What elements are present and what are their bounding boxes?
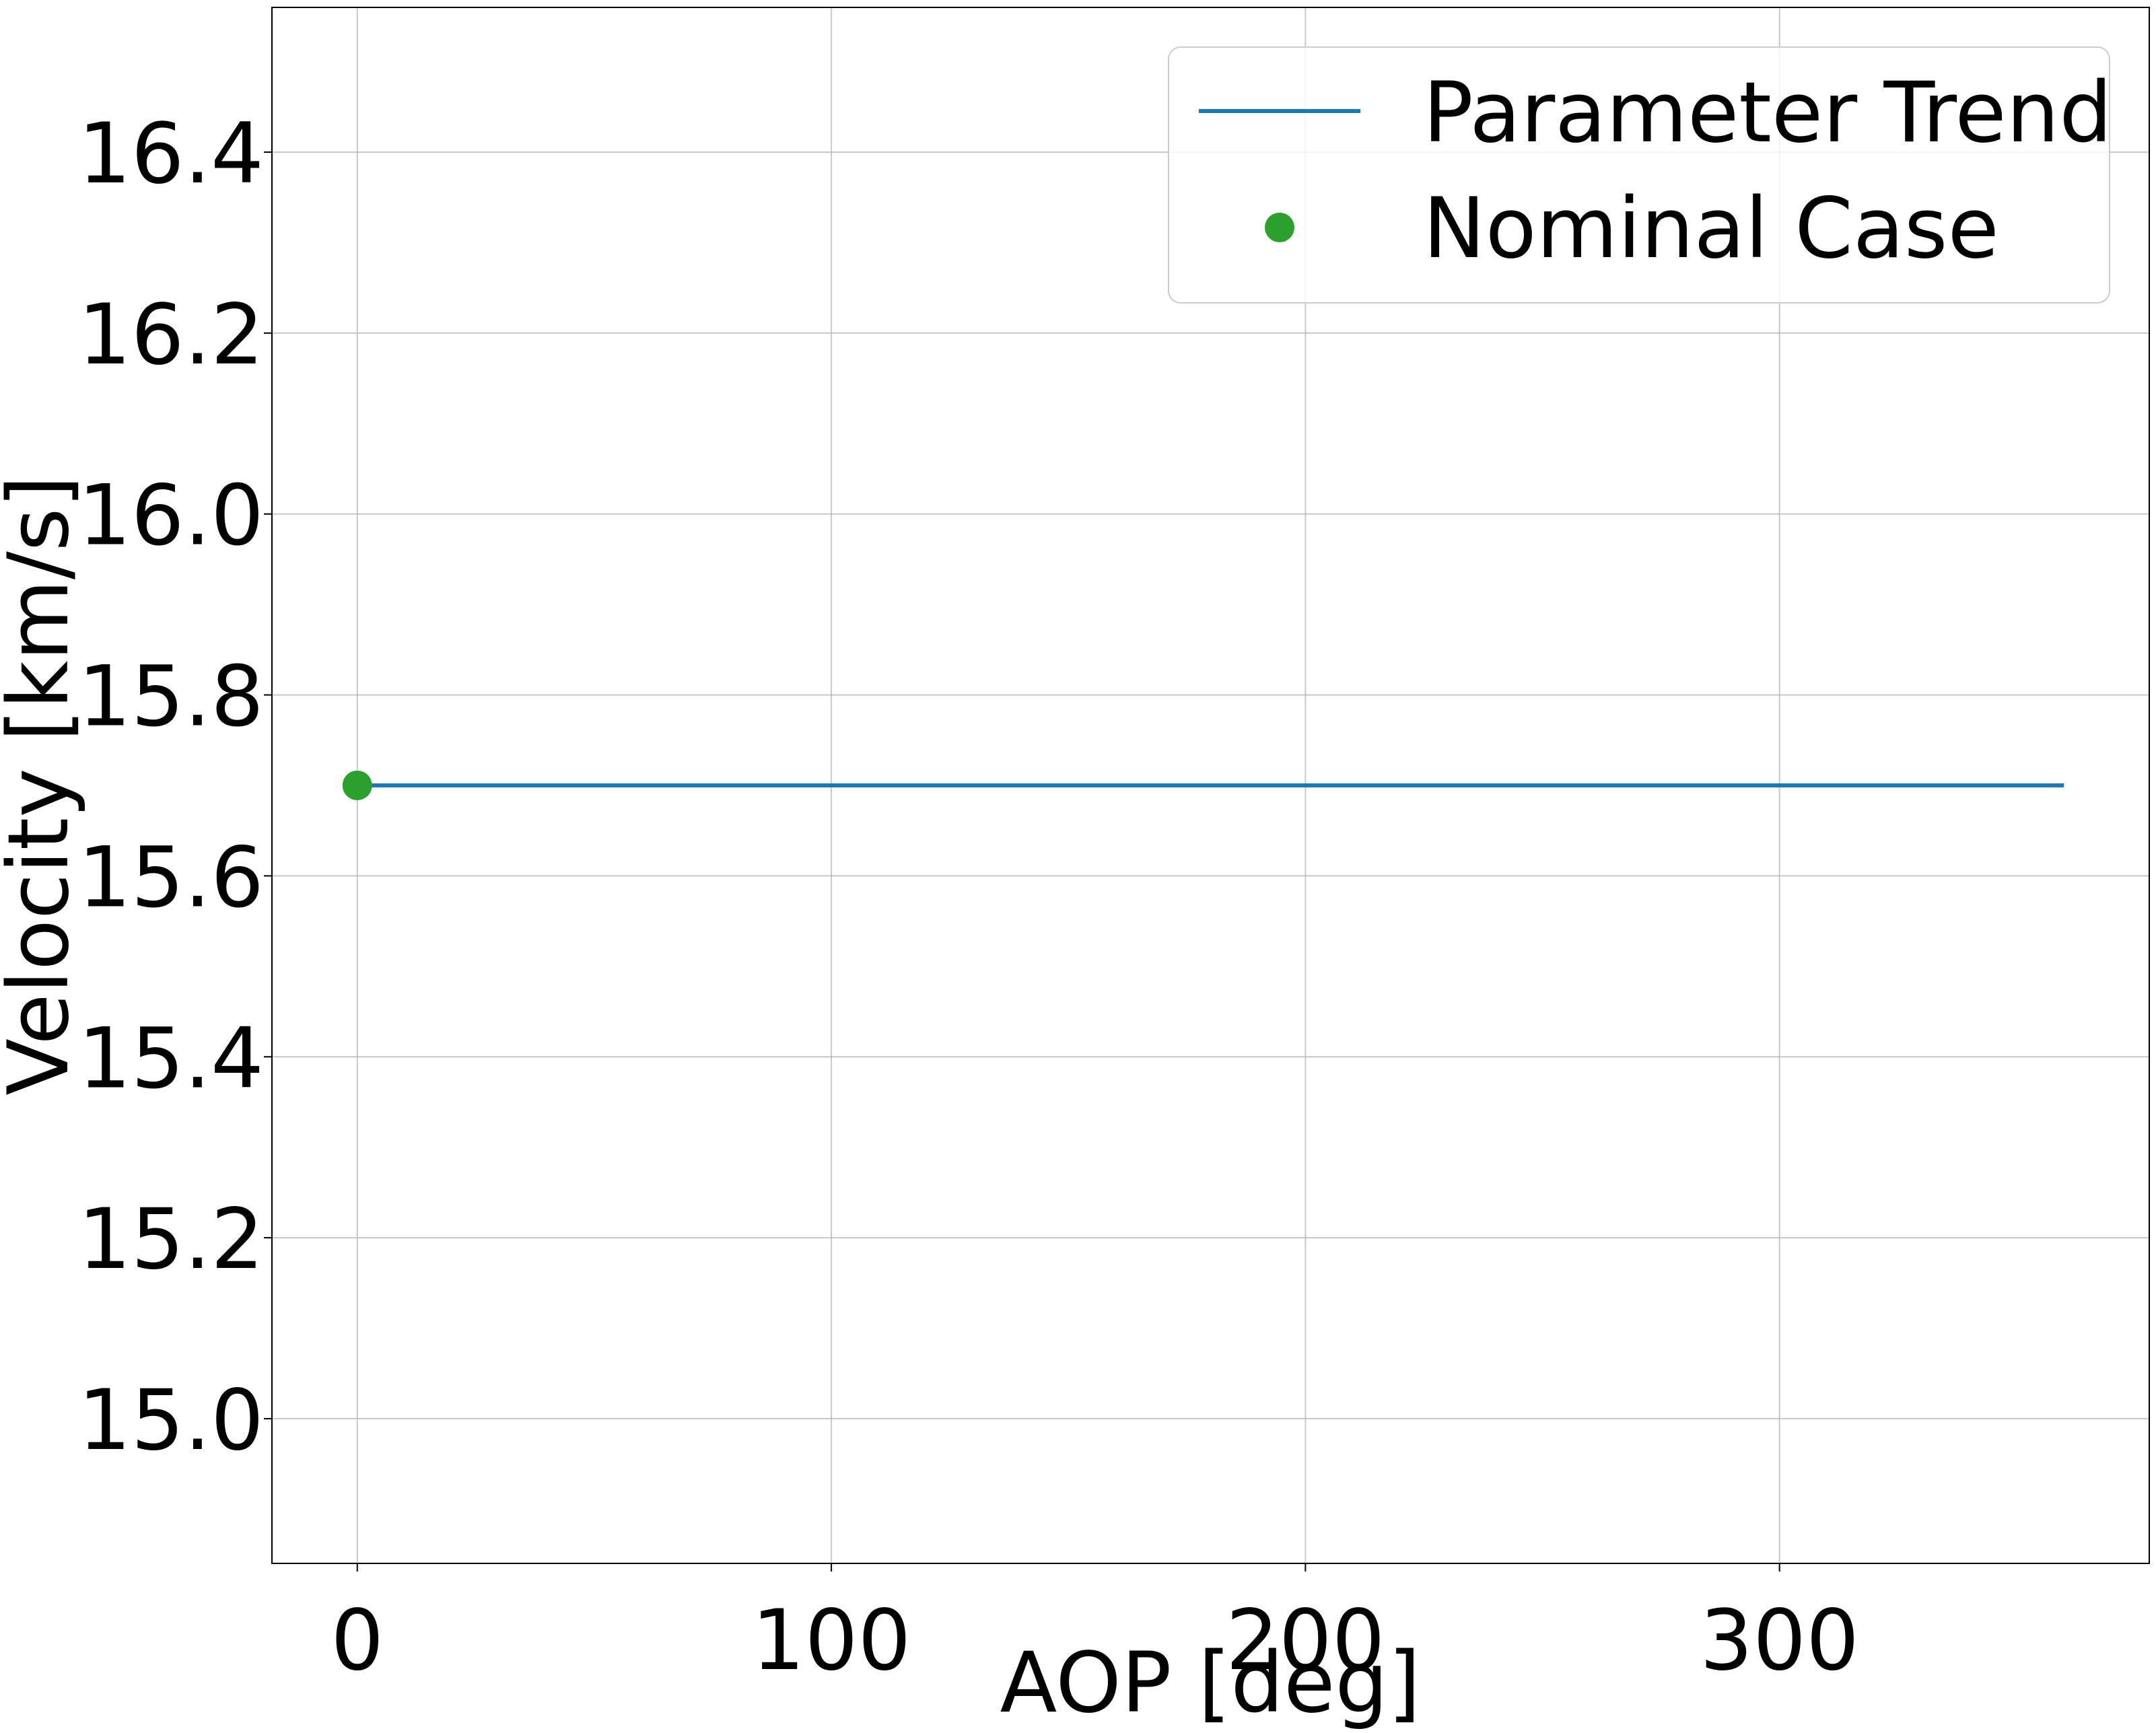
x-tick-label: 100: [752, 1592, 911, 1689]
legend-marker-swatch: [1265, 213, 1294, 242]
y-tick-label: 15.2: [78, 1191, 264, 1288]
plot-series: [342, 771, 2064, 800]
x-tick-label: 200: [1226, 1592, 1385, 1689]
x-tick-label: 0: [331, 1592, 384, 1689]
x-tick-label: 300: [1700, 1592, 1859, 1689]
legend-label-nominal-case: Nominal Case: [1423, 180, 1999, 277]
legend: Parameter Trend Nominal Case: [1168, 46, 2112, 304]
y-tick-label: 15.4: [78, 1010, 264, 1107]
y-tick-label: 16.0: [78, 468, 264, 565]
legend-frame: [1168, 46, 2110, 304]
legend-label-parameter-trend: Parameter Trend: [1423, 65, 2112, 162]
y-axis-label: Velocity [km/s]: [0, 475, 88, 1096]
x-axis-label: AOP [deg]: [1000, 1635, 1421, 1732]
y-tick-label: 16.2: [78, 287, 264, 384]
plot-frame: [271, 7, 2150, 1564]
y-tick-label: 15.0: [78, 1372, 264, 1469]
axis-ticks: 0 100 200 300 15.0 15.2 15.4 15.6 15.8 16.0 16.2 16…: [78, 106, 1859, 1689]
y-tick-label: 15.8: [78, 649, 264, 746]
y-tick-label: 16.4: [78, 106, 264, 203]
nominal-case-point: [342, 771, 372, 800]
y-tick-label: 15.6: [78, 829, 264, 926]
